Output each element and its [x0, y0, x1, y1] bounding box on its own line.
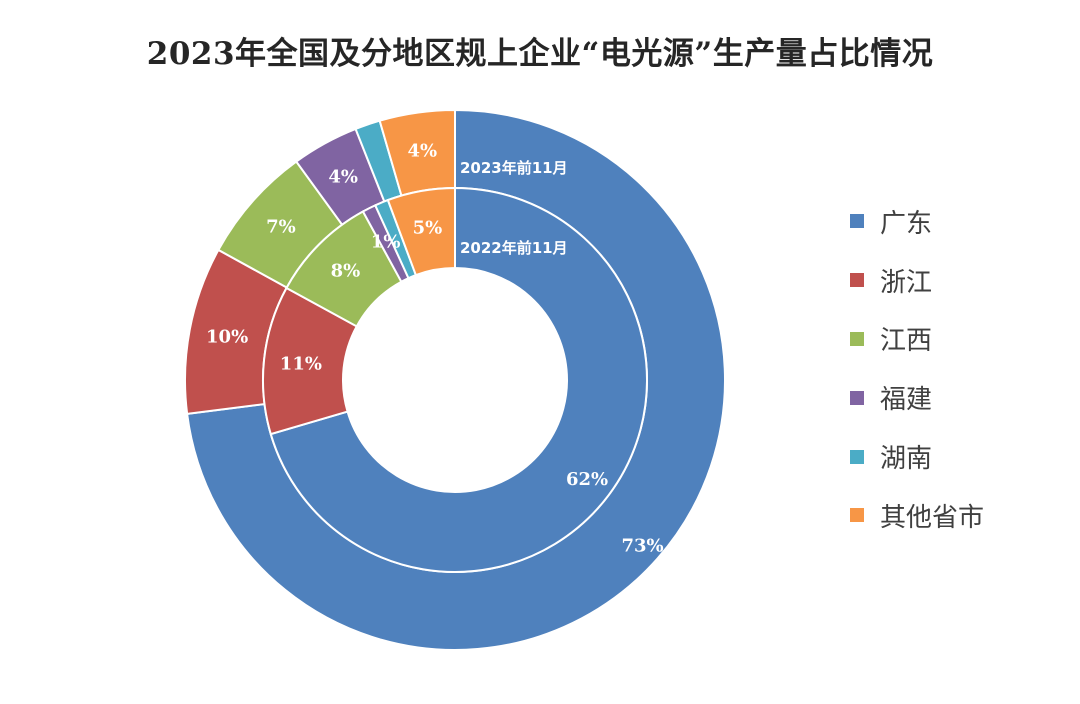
legend-item: 浙江 — [850, 251, 984, 310]
data-labels: 73% 10% 7% 4% 4% 62% 11% 8% 1% 5% — [206, 140, 664, 556]
inner-ring — [262, 186, 648, 573]
legend-swatch — [850, 331, 864, 346]
outer-label-3: 4% — [328, 167, 358, 188]
legend-item: 湖南 — [850, 427, 984, 486]
inner-label-2: 8% — [331, 260, 361, 281]
outer-label-5: 4% — [407, 140, 437, 161]
legend-label: 湖南 — [880, 444, 933, 475]
legend-label: 其他省市 — [880, 502, 985, 533]
legend-swatch — [850, 449, 864, 464]
legend-swatch — [850, 273, 864, 288]
inner-slice-0 — [269, 186, 648, 573]
legend-item: 江西 — [850, 310, 984, 369]
legend-label: 福建 — [880, 385, 933, 416]
inner-slice-5 — [386, 186, 456, 277]
outer-label-0: 73% — [621, 535, 663, 556]
outer-label-1: 10% — [206, 327, 248, 348]
series-label-2023: 2023年前11月 — [460, 159, 568, 177]
inner-label-3: 1% — [371, 231, 401, 252]
legend: 广东浙江江西福建湖南其他省市 — [850, 192, 984, 545]
legend-swatch — [850, 508, 864, 523]
legend-item: 福建 — [850, 368, 984, 427]
series-label-2022: 2022年前11月 — [460, 239, 568, 257]
legend-swatch — [850, 390, 864, 405]
inner-label-5: 5% — [413, 217, 443, 238]
legend-item: 广东 — [850, 192, 984, 251]
legend-label: 江西 — [880, 326, 933, 357]
chart-title: 2023年全国及分地区规上企业“电光源”生产量占比情况 — [146, 36, 934, 72]
legend-label: 浙江 — [880, 267, 933, 298]
legend-item: 其他省市 — [850, 486, 984, 545]
legend-label: 广东 — [880, 208, 933, 239]
outer-label-2: 7% — [266, 217, 296, 238]
legend-swatch — [850, 214, 864, 229]
inner-label-0: 62% — [566, 469, 608, 490]
inner-label-1: 11% — [280, 353, 322, 374]
